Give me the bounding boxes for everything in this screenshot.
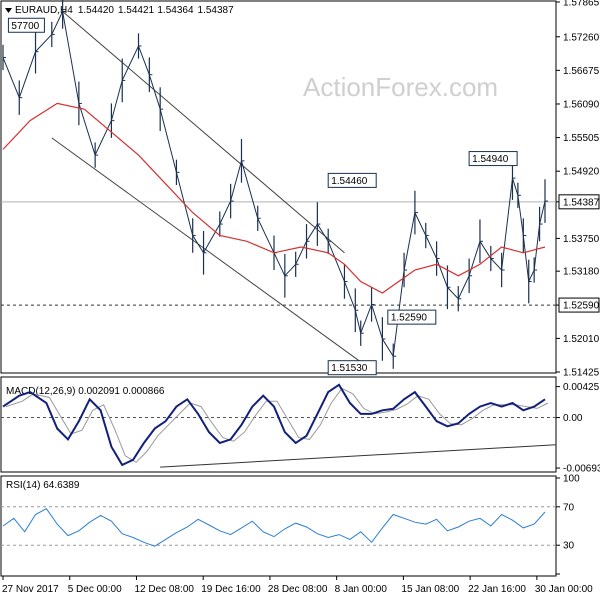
price-annotation-label: 1.54460 — [331, 176, 368, 187]
price-annotation-box — [327, 172, 377, 188]
price-annotation-box — [387, 309, 437, 325]
timeframe: H4 — [60, 5, 73, 16]
macd-trendline — [160, 444, 557, 468]
rsi-header: RSI(14) 64.6389 — [6, 480, 80, 491]
x-tick-label: 12 Dec 08:00 — [134, 584, 194, 595]
moving-average-line — [2, 102, 546, 294]
x-tick-label: 19 Dec 16:00 — [201, 584, 261, 595]
price-tick-label: 1.53750 — [563, 234, 600, 245]
price-annotation-box — [468, 151, 518, 167]
x-tick-label: 30 Jan 00:00 — [535, 584, 593, 595]
macd-tick-label: 0.00425 — [563, 382, 600, 393]
rsi-tick-label: 100 — [563, 474, 580, 485]
macd-line — [2, 383, 546, 467]
channel-line-upper — [62, 11, 345, 254]
rsi-panel-frame — [0, 475, 557, 577]
rsi-tick-label: 70 — [563, 502, 575, 513]
price-tick-label: 1.52010 — [563, 334, 600, 345]
price-annotation-box — [7, 17, 45, 33]
price-annotation-label: 1.54940 — [472, 154, 509, 165]
macd-tick-label: -0.006934 — [563, 464, 600, 475]
macd-tick-label: 0.00 — [563, 413, 583, 424]
close-value: 1.54387 — [198, 5, 235, 16]
macd-panel-frame — [0, 376, 557, 473]
macd-header: MACD(12,26,9) 0.002091 0.000866 — [6, 386, 165, 397]
price-line — [2, 9, 546, 358]
price-panel-frame — [0, 0, 557, 374]
symbol-marker-icon — [5, 8, 12, 13]
price-annotation-label: 57700 — [11, 21, 39, 32]
x-tick-label: 22 Jan 16:00 — [468, 584, 526, 595]
price-tick-label: 1.56090 — [563, 99, 600, 110]
symbol-header: EURAUD,H4 1.54420 1.54421 1.54364 1.54387 — [15, 5, 234, 16]
x-tick-label: 28 Dec 08:00 — [268, 584, 328, 595]
x-tick-label: 5 Dec 00:00 — [68, 584, 122, 595]
price-annotation-label: 1.51530 — [331, 363, 368, 374]
open-value: 1.54420 — [78, 5, 115, 16]
price-tick-label: 1.51425 — [563, 368, 600, 379]
channel-line-lower — [51, 137, 362, 363]
price-tick-label: 1.57865 — [563, 0, 600, 9]
symbol: EURAUD — [15, 5, 57, 16]
rsi-line — [2, 508, 546, 547]
price-tag-box — [558, 194, 600, 210]
x-tick-label: 15 Jan 08:00 — [401, 584, 459, 595]
watermark: ActionForex.com — [303, 72, 498, 102]
low-value: 1.54364 — [157, 5, 194, 16]
price-tick-label: 1.57260 — [563, 32, 600, 43]
price-tick-label: 1.54387 — [563, 197, 600, 208]
price-tick-label: 1.52590 — [563, 301, 600, 312]
price-annotation-box — [327, 360, 377, 376]
price-tag-box — [558, 297, 600, 313]
rsi-tick-label: 30 — [563, 541, 575, 552]
price-annotation-label: 1.52590 — [391, 313, 428, 324]
price-tick-label: 1.53180 — [563, 267, 600, 278]
x-tick-label: 27 Nov 2017 — [2, 584, 59, 595]
price-tick-label: 1.56675 — [563, 66, 600, 77]
macd-signal-line — [5, 387, 549, 463]
price-tick-label: 1.54920 — [563, 167, 600, 178]
x-tick-label: 8 Jan 00:00 — [335, 584, 388, 595]
high-value: 1.54421 — [118, 5, 155, 16]
price-tick-label: 1.55505 — [563, 133, 600, 144]
